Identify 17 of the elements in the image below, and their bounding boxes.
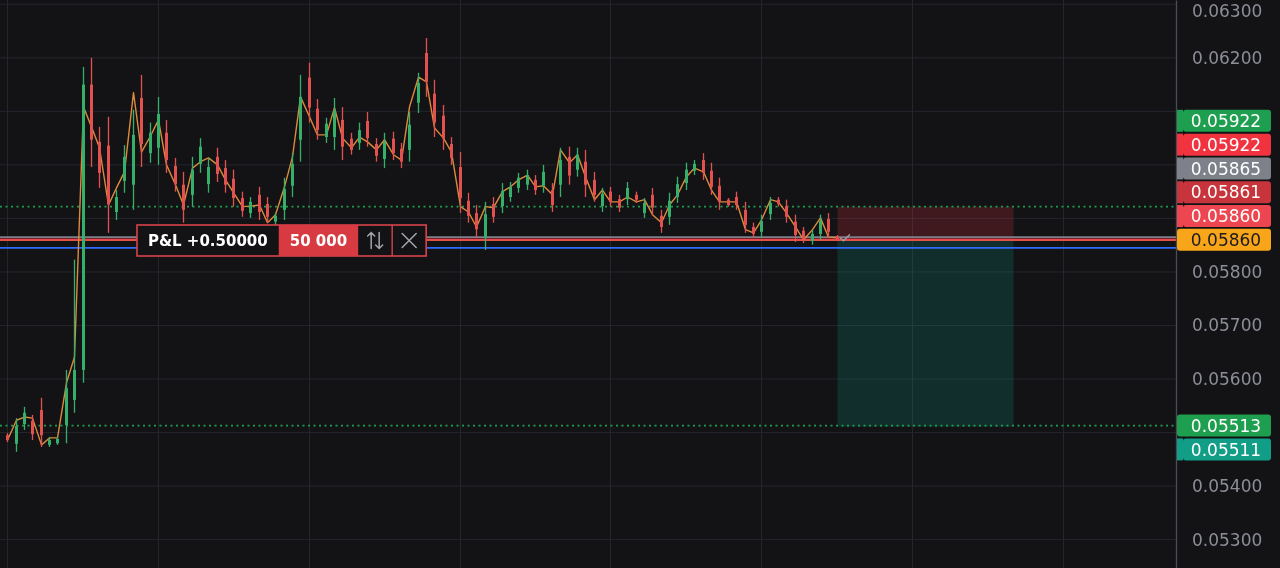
legend-label: 0.05861 [1190, 182, 1262, 203]
y-tick-label: 0.05400 [1192, 476, 1263, 497]
y-tick-label: 0.06200 [1192, 47, 1263, 68]
y-tick-label: 0.05600 [1192, 368, 1263, 389]
legend-label: 0.05922 [1190, 134, 1262, 155]
legend-label: 0.05860 [1190, 206, 1262, 227]
ref-line-label: 0.05860 [1190, 229, 1262, 250]
y-tick-label: 0.05700 [1192, 315, 1263, 336]
y-tick-label: 0.06300 [1192, 0, 1263, 21]
y-tick-label: 0.05300 [1192, 529, 1263, 550]
annotation: 50 000 [289, 231, 348, 250]
annotation: P&L +0.50000 [148, 231, 268, 250]
legend-label: 0.05511 [1190, 439, 1262, 460]
ref-line-label: 0.05513 [1190, 415, 1262, 436]
legend-label: 0.05922 [1190, 110, 1262, 131]
y-tick-label: 0.05800 [1192, 261, 1263, 282]
legend-label: 0.05865 [1190, 158, 1262, 179]
